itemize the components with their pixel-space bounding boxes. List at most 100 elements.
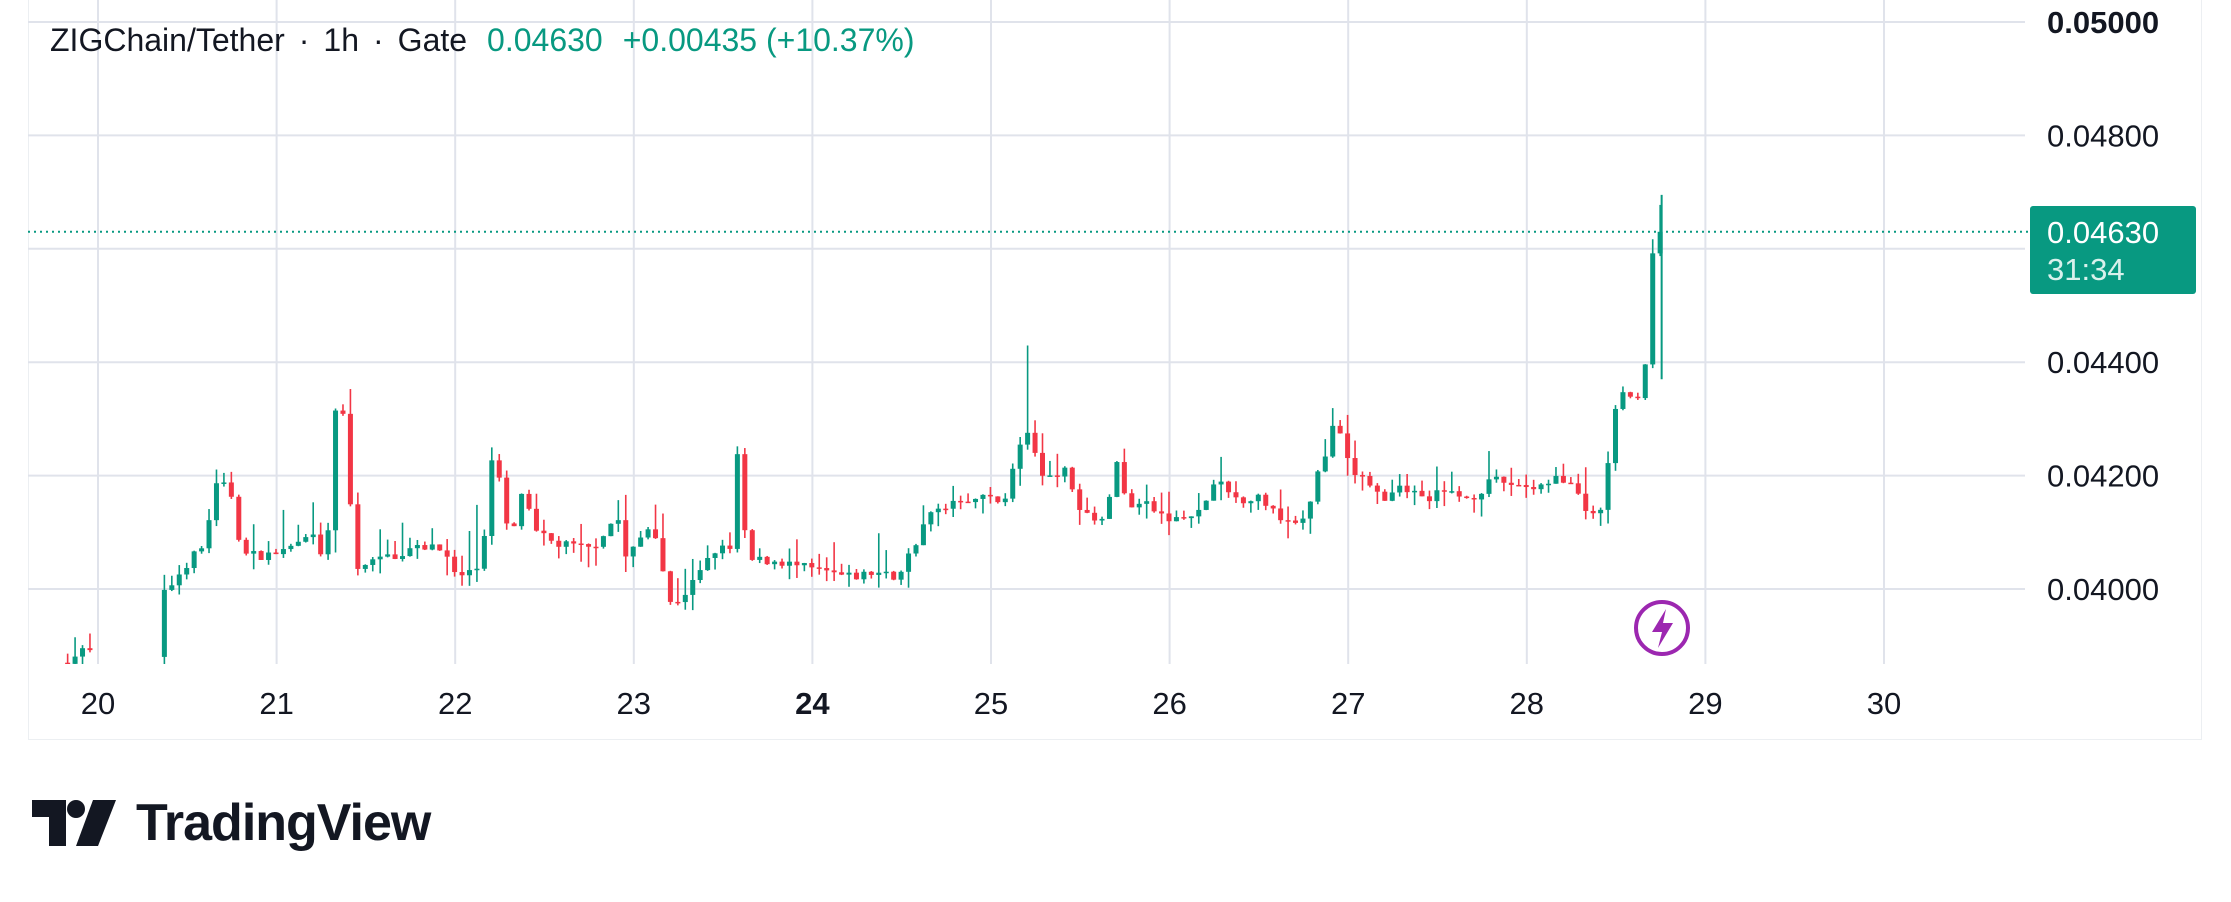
candle-body (1367, 475, 1373, 486)
candle-body (943, 508, 949, 511)
candle-body (1077, 489, 1083, 510)
candle-body (161, 589, 167, 657)
legend-separator: · (373, 22, 384, 58)
lightning-bolt-icon (1652, 609, 1673, 648)
candle-body (697, 570, 703, 581)
candle-body (1404, 485, 1410, 493)
candle-body (1062, 467, 1068, 477)
candle-body (1345, 433, 1351, 459)
candle-body (1493, 476, 1499, 480)
tradingview-logo[interactable]: TradingView (32, 793, 431, 853)
price-chart[interactable]: 0.04000 0.04200 0.04400 0.04800 0.05000 20 21 2… (0, 0, 2231, 740)
candle-body (481, 535, 487, 569)
candle-body (407, 548, 413, 557)
grid-layer (28, 0, 2025, 664)
candle-body (816, 567, 822, 569)
x-tick-label: 28 (1510, 686, 1544, 721)
candle-body (1084, 509, 1090, 513)
x-tick-label: 29 (1688, 686, 1722, 721)
candle-body (727, 545, 733, 549)
candle-body (615, 520, 621, 524)
candle-body (987, 494, 993, 497)
candle-body (720, 545, 726, 554)
candle-body (1523, 485, 1529, 488)
tradingview-logo-icon (32, 800, 116, 846)
candle-body (630, 546, 636, 557)
candle-body (548, 533, 554, 541)
candle-body (883, 571, 889, 574)
candle-body (1322, 456, 1328, 472)
candle-body (1218, 481, 1224, 485)
candle-body (72, 656, 78, 664)
candle-body (705, 557, 711, 571)
candle-body (682, 594, 688, 603)
candle-body (347, 413, 353, 505)
candle-body (1449, 491, 1455, 493)
symbol-legend: ZIGChain/Tether · 1h · Gate 0.04630 +0.0… (50, 22, 915, 59)
candle-body (184, 568, 190, 575)
candle-body (1434, 490, 1440, 502)
candle-body (1397, 485, 1403, 493)
candle-body (459, 572, 465, 576)
candle-body (920, 524, 926, 546)
last-price-value: 0.04630 (487, 22, 603, 58)
event-marker[interactable] (1634, 600, 1690, 656)
candle-body (1359, 475, 1365, 477)
candle-body (1352, 458, 1358, 476)
candle-body (519, 493, 525, 527)
candle-body (325, 530, 331, 555)
candle-body (801, 563, 807, 566)
candle-body (1039, 452, 1045, 476)
candle-body (303, 537, 309, 542)
candle-body (794, 561, 800, 566)
candle-body (690, 580, 696, 595)
candle-body (779, 561, 785, 566)
candle-body (1553, 475, 1559, 484)
candle-body (578, 543, 584, 546)
candle-body (1598, 509, 1604, 514)
candle-body (1419, 490, 1425, 497)
candle-body (995, 496, 1001, 503)
candle-body (251, 551, 257, 554)
candle-body (333, 410, 339, 531)
candle-body (1173, 517, 1179, 522)
candle-body (318, 534, 324, 555)
chart-frame[interactable] (28, 0, 2202, 740)
candle-body (1285, 520, 1291, 522)
candle-body (712, 553, 718, 558)
candle-body (199, 548, 205, 552)
exchange-label[interactable]: Gate (397, 22, 468, 58)
x-tick-label: 20 (81, 686, 115, 721)
candle-body (80, 648, 86, 657)
candle-body (1590, 510, 1596, 514)
candle-body (280, 549, 286, 555)
candle-body (958, 500, 964, 503)
candle-body (950, 500, 956, 509)
candle-body (638, 537, 644, 547)
candle-body (206, 520, 212, 549)
candle-body (1412, 490, 1418, 493)
candle-body (742, 454, 748, 531)
candle-body (1144, 501, 1150, 504)
candle-body (1486, 479, 1492, 494)
candle-body (362, 564, 368, 569)
candle-body (846, 572, 852, 575)
x-tick-label: 24 (795, 686, 830, 721)
candle-body (1211, 484, 1217, 501)
candle-body (868, 571, 874, 575)
bar-countdown: 31:34 (2047, 252, 2125, 287)
candle-body (496, 460, 502, 478)
candle-body (1382, 491, 1388, 501)
axes-layer: 0.04000 0.04200 0.04400 0.04800 0.05000 20 21 2… (81, 5, 2159, 721)
brand-name: TradingView (136, 794, 431, 852)
candle-body (213, 483, 219, 521)
candle-body (1270, 505, 1276, 509)
interval-label[interactable]: 1h (323, 22, 360, 58)
candle-body (489, 460, 495, 536)
candle-body (452, 556, 458, 573)
candle-body (1464, 496, 1470, 499)
candles-layer (28, 194, 2030, 664)
candle-body (422, 545, 428, 550)
symbol-name[interactable]: ZIGChain/Tether (50, 22, 285, 58)
candle-body (1092, 512, 1098, 521)
